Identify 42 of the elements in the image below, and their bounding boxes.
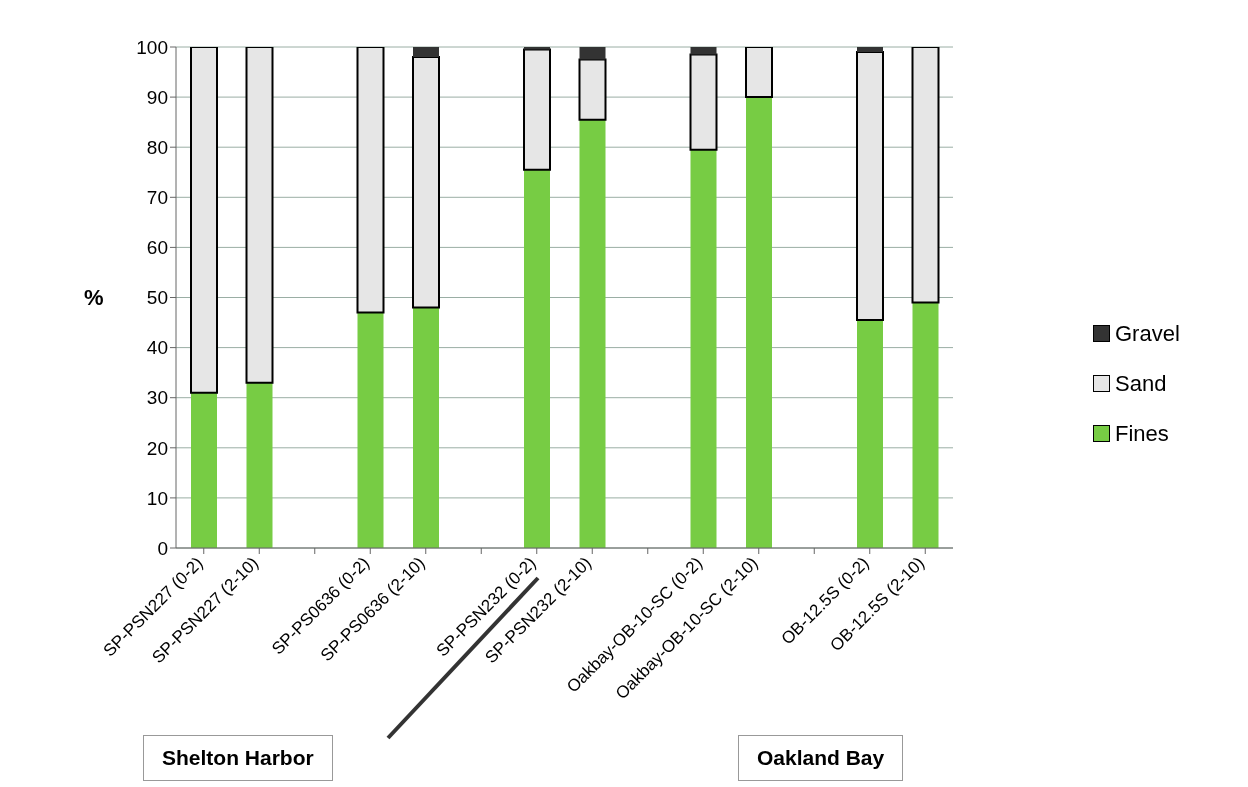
bar [190, 47, 218, 394]
legend-label: Sand [1115, 370, 1167, 397]
bar [524, 47, 550, 50]
bar [523, 48, 551, 171]
y-tick-label: 20 [146, 437, 168, 459]
bar [912, 302, 939, 548]
bar [690, 149, 717, 548]
y-tick-label: 40 [146, 337, 168, 359]
y-tick-label: 10 [146, 487, 168, 509]
y-tick-label: 30 [146, 387, 168, 409]
y-axis-title: % [84, 285, 104, 311]
bar [579, 119, 606, 548]
bar [413, 47, 439, 58]
bar [579, 47, 606, 60]
bar [911, 47, 940, 304]
bar [412, 56, 440, 309]
y-tick-label: 60 [146, 237, 168, 259]
bar [746, 97, 772, 548]
bar [357, 312, 384, 548]
bar [245, 47, 274, 384]
bar [745, 47, 773, 99]
y-tick-label: 0 [157, 537, 168, 559]
legend-label: Gravel [1115, 320, 1180, 347]
y-tick-label: 80 [146, 136, 168, 158]
y-tick-label: 100 [136, 36, 168, 58]
bar [246, 382, 273, 548]
y-tick-label: 70 [146, 187, 168, 209]
text: Oakland Bay [738, 735, 904, 781]
y-tick-label: 50 [146, 287, 168, 309]
bar [689, 53, 718, 151]
bar [413, 307, 439, 548]
bar [578, 58, 607, 121]
y-tick-label: 90 [146, 86, 168, 108]
text: Shelton Harbor [143, 735, 333, 781]
bar [356, 47, 385, 314]
legend-label: Fines [1115, 420, 1169, 447]
bar [857, 320, 883, 548]
bar [690, 47, 717, 55]
bar [524, 169, 550, 548]
bar [191, 392, 217, 548]
bar [857, 47, 883, 53]
bar [856, 51, 884, 322]
